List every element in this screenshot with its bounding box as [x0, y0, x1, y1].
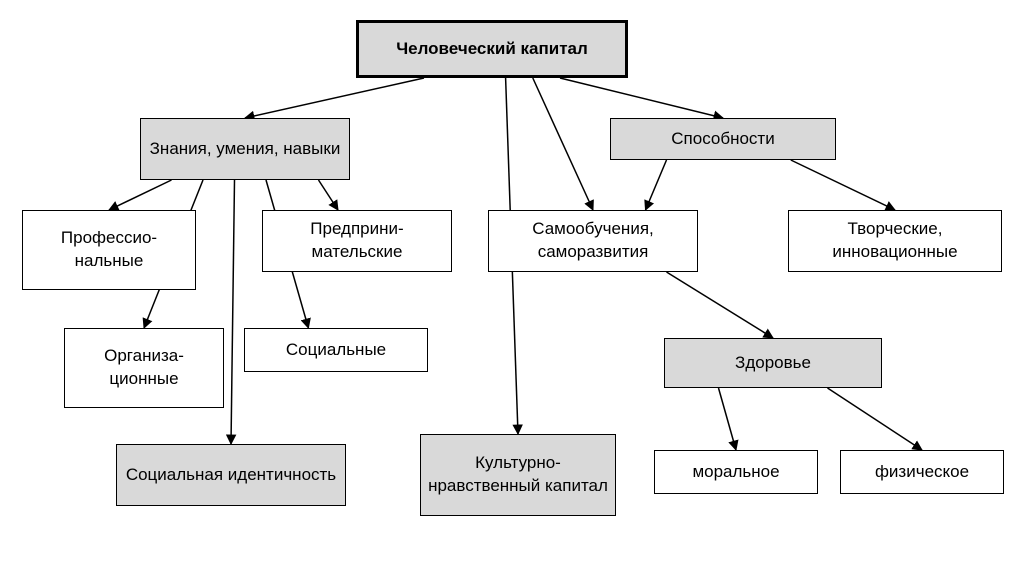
diagram-canvas: Человеческий капитал Знания, умения, нав…: [0, 0, 1024, 574]
node-label: Самообучения, саморазвития: [495, 218, 691, 264]
node-label: Профессио- нальные: [29, 227, 189, 273]
node-label: Социальные: [286, 339, 386, 362]
node-label: моральное: [692, 461, 779, 484]
node-label: Предприни- мательские: [269, 218, 445, 264]
node-knowledge-skills: Знания, умения, навыки: [140, 118, 350, 180]
node-social-identity: Социальная идентичность: [116, 444, 346, 506]
node-organizational: Организа- ционные: [64, 328, 224, 408]
node-physical: физическое: [840, 450, 1004, 494]
node-label: Культурно- нравственный капитал: [427, 452, 609, 498]
node-professional: Профессио- нальные: [22, 210, 196, 290]
node-creative: Творческие, инновационные: [788, 210, 1002, 272]
node-root: Человеческий капитал: [356, 20, 628, 78]
node-label: Знания, умения, навыки: [150, 138, 341, 161]
node-label: Организа- ционные: [71, 345, 217, 391]
node-social: Социальные: [244, 328, 428, 372]
node-moral: моральное: [654, 450, 818, 494]
node-label: физическое: [875, 461, 969, 484]
node-label: Творческие, инновационные: [795, 218, 995, 264]
node-abilities: Способности: [610, 118, 836, 160]
node-entrepreneurial: Предприни- мательские: [262, 210, 452, 272]
node-label: Здоровье: [735, 352, 811, 375]
node-label: Социальная идентичность: [126, 464, 336, 487]
node-label: Человеческий капитал: [396, 38, 588, 61]
node-self-learning: Самообучения, саморазвития: [488, 210, 698, 272]
node-cultural-moral-capital: Культурно- нравственный капитал: [420, 434, 616, 516]
node-health: Здоровье: [664, 338, 882, 388]
node-label: Способности: [671, 128, 774, 151]
